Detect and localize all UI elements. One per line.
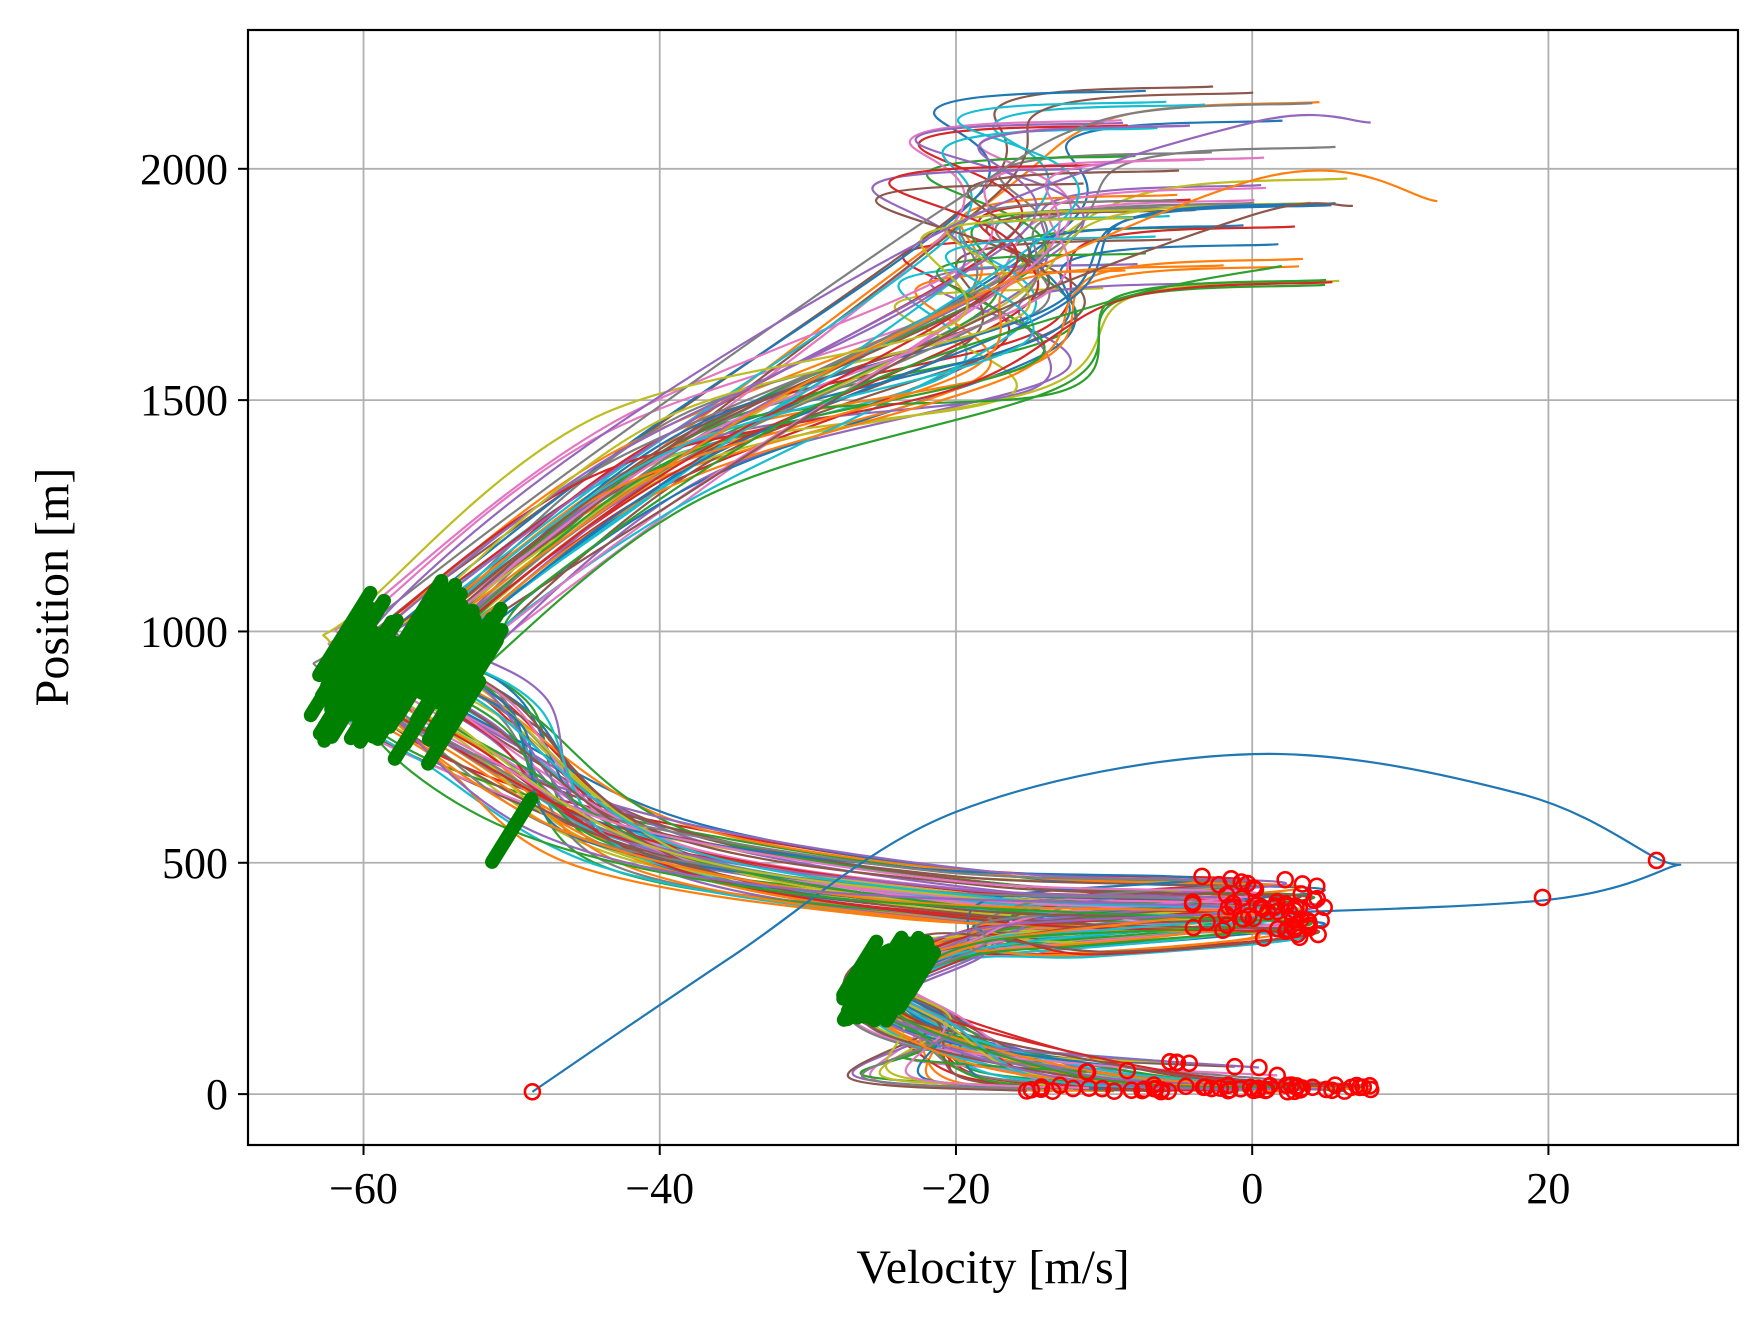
start-marker xyxy=(1254,929,1273,947)
switch-marker xyxy=(455,623,509,701)
switch-marker xyxy=(873,944,913,999)
x-tick-label: 0 xyxy=(1241,1164,1263,1213)
start-marker xyxy=(1278,1082,1297,1101)
switch-marker xyxy=(383,573,449,670)
start-marker xyxy=(1214,921,1232,940)
start-marker-group xyxy=(523,851,1666,1101)
switch-marker xyxy=(324,643,375,717)
switch-marker xyxy=(303,630,367,723)
axes-frame xyxy=(246,28,1740,1147)
start-marker xyxy=(1222,870,1240,888)
start-marker xyxy=(1232,889,1251,908)
x-tick-label: −20 xyxy=(922,1164,991,1213)
switch-marker xyxy=(421,674,487,771)
switch-marker xyxy=(398,667,456,751)
start-marker xyxy=(1285,920,1304,939)
start-marker xyxy=(1268,920,1287,938)
start-marker xyxy=(1277,1076,1296,1095)
y-tick-label: 2000 xyxy=(140,145,228,194)
start-marker xyxy=(1122,1081,1141,1100)
start-marker xyxy=(1317,1080,1336,1099)
start-marker xyxy=(1218,916,1236,934)
start-marker xyxy=(1261,1076,1279,1095)
start-marker xyxy=(1231,1080,1250,1098)
start-marker xyxy=(1287,1078,1306,1096)
switch-marker xyxy=(485,791,539,869)
start-marker xyxy=(1211,1079,1230,1097)
switch-marker xyxy=(327,644,391,736)
start-marker xyxy=(1133,1081,1151,1100)
plot-area xyxy=(303,85,1682,1101)
start-marker xyxy=(1276,895,1295,913)
x-tick-label: −60 xyxy=(329,1164,398,1213)
start-marker xyxy=(1180,1054,1199,1073)
trajectory-line xyxy=(531,752,1682,1093)
x-tick-label: 20 xyxy=(1526,1164,1570,1213)
start-marker xyxy=(1225,1057,1244,1076)
start-marker xyxy=(1183,893,1202,911)
start-marker xyxy=(523,1082,542,1101)
y-tick-label: 1000 xyxy=(140,607,228,656)
switch-marker xyxy=(366,639,420,717)
x-axis-label: Velocity [m/s] xyxy=(856,1241,1129,1294)
y-tick-label: 1500 xyxy=(140,376,228,425)
start-marker xyxy=(1219,898,1238,916)
start-marker xyxy=(1105,1082,1124,1101)
y-axis-label: Position [m] xyxy=(26,468,79,707)
start-marker xyxy=(1202,1079,1221,1098)
switch-marker xyxy=(892,949,929,1000)
ticks: −60 −40 −20 0 20 0 500 1000 1500 2000 xyxy=(140,145,1570,1213)
start-marker xyxy=(1257,1080,1276,1099)
start-marker xyxy=(1093,1079,1112,1098)
start-marker xyxy=(1323,1081,1341,1100)
start-marker xyxy=(1246,880,1265,899)
start-marker xyxy=(1268,893,1286,911)
start-marker xyxy=(1244,1081,1263,1100)
start-marker xyxy=(1240,907,1258,925)
start-marker xyxy=(1305,891,1323,909)
x-tick-label: −40 xyxy=(625,1164,694,1213)
start-marker xyxy=(1194,1078,1213,1097)
y-tick-label: 500 xyxy=(162,839,228,888)
y-tick-label: 0 xyxy=(206,1070,228,1119)
start-marker xyxy=(1159,1082,1178,1101)
start-marker xyxy=(1287,897,1305,916)
start-marker xyxy=(1077,1062,1096,1081)
start-marker xyxy=(1152,1082,1170,1101)
switch-marker xyxy=(836,934,884,1003)
start-marker xyxy=(1361,1080,1380,1099)
start-marker xyxy=(1250,1058,1268,1077)
start-marker xyxy=(1219,1081,1237,1100)
switch-marker xyxy=(414,603,480,700)
start-marker xyxy=(1293,875,1312,893)
switch-marker-group xyxy=(303,573,942,1028)
start-marker xyxy=(1184,918,1203,937)
start-marker xyxy=(1032,1080,1050,1099)
start-marker xyxy=(1276,870,1294,889)
start-marker xyxy=(1259,902,1277,921)
start-marker xyxy=(1193,867,1211,886)
switch-marker xyxy=(855,930,909,1008)
start-marker xyxy=(1080,1079,1098,1097)
start-marker xyxy=(1168,1053,1186,1072)
switch-marker xyxy=(403,623,457,702)
switch-marker xyxy=(366,653,420,731)
start-marker xyxy=(1647,851,1666,870)
start-marker xyxy=(1533,888,1552,907)
start-marker xyxy=(1354,1078,1373,1096)
switch-marker xyxy=(322,599,376,677)
start-marker xyxy=(1309,925,1327,944)
start-marker xyxy=(1118,1061,1137,1080)
start-marker xyxy=(1177,1077,1195,1096)
switch-marker xyxy=(432,611,499,710)
start-marker xyxy=(1161,1053,1179,1071)
